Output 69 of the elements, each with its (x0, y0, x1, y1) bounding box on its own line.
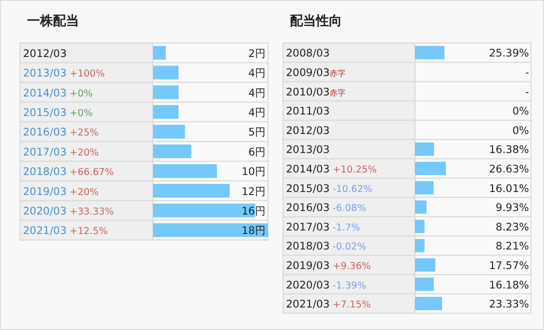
data-label: 6円 (248, 146, 266, 158)
bar (415, 46, 444, 60)
data-label: 8.23% (496, 221, 530, 234)
data-label: 16.18% (488, 279, 530, 292)
data-label: 23.33% (488, 298, 530, 311)
bar (153, 85, 179, 100)
chart-title: 配当性向 (290, 14, 342, 29)
y-tick-label: 2009/03赤字 (286, 66, 346, 79)
y-tick-label: 2020/03+33.33% (23, 205, 114, 218)
y-tick-label: 2015/03-10.62% (286, 182, 372, 195)
data-label: 16.01% (488, 182, 530, 195)
bar (153, 223, 268, 237)
data-label: 17.57% (488, 260, 530, 272)
bar (153, 204, 256, 218)
y-tick-label: 2020/03-1.39% (286, 279, 366, 292)
bar (153, 184, 230, 198)
bar (415, 142, 434, 156)
text: - (525, 86, 529, 98)
bar (415, 200, 427, 214)
bar (415, 239, 425, 252)
text: - (525, 66, 529, 79)
y-tick-label: 2013/03+100% (23, 68, 105, 80)
data-label: 10円 (242, 166, 266, 178)
data-label: 0% (512, 106, 530, 118)
y-tick-label: 2019/03+9.36% (286, 260, 371, 272)
y-tick-label: 2017/03-1.7% (286, 221, 360, 234)
bar (153, 46, 166, 60)
data-label: 5円 (248, 126, 266, 139)
data-label: 26.63% (488, 163, 530, 176)
y-tick-label: 2021/03+7.15% (286, 298, 371, 311)
bar (415, 181, 434, 194)
y-tick-label: 2010/03赤字 (286, 86, 346, 98)
y-tick-label: 2014/03+0% (23, 87, 93, 100)
bar (415, 278, 434, 291)
bar (153, 164, 217, 178)
y-tick-label: 2017/03+20% (23, 146, 99, 158)
bar (153, 66, 179, 80)
bar (415, 162, 446, 176)
data-label: 9.93% (496, 202, 530, 214)
y-tick-label: 2014/03+10.25% (286, 163, 377, 176)
data-label: 12円 (242, 186, 266, 198)
y-tick-label: 2012/03 (23, 48, 67, 60)
data-label: 18円 (242, 225, 266, 238)
data-label: 4円 (248, 68, 266, 80)
data-label: 2円 (248, 48, 266, 60)
bar (153, 144, 192, 158)
y-tick-label: 2016/03+25% (23, 126, 99, 139)
y-tick-label: 2008/03 (286, 48, 330, 60)
y-tick-label: 2013/03 (286, 144, 330, 156)
bar (415, 258, 436, 272)
y-tick-label: 2011/03 (286, 106, 330, 118)
bar (153, 105, 179, 119)
chart-title: 一株配当 (27, 14, 79, 29)
y-tick-label: 2019/03+20% (23, 186, 99, 198)
bar (415, 220, 425, 233)
y-tick-label: 2021/03+12.5% (23, 225, 108, 238)
data-label: 16.38% (488, 144, 530, 156)
bar (153, 124, 185, 138)
data-label: 8.21% (496, 240, 530, 253)
bar (415, 296, 442, 310)
data-label: 0% (512, 124, 530, 137)
y-tick-label: 2012/03 (286, 124, 330, 137)
y-tick-label: 2018/03-0.02% (286, 240, 366, 253)
y-tick-label: 2015/03+0% (23, 106, 93, 119)
y-tick-label: 2016/03-6.08% (286, 202, 366, 214)
data-label: 4円 (248, 87, 266, 100)
data-label: 4円 (248, 106, 266, 119)
y-tick-label: 2018/03+66.67% (23, 166, 114, 178)
data-label: 25.39% (488, 48, 530, 60)
